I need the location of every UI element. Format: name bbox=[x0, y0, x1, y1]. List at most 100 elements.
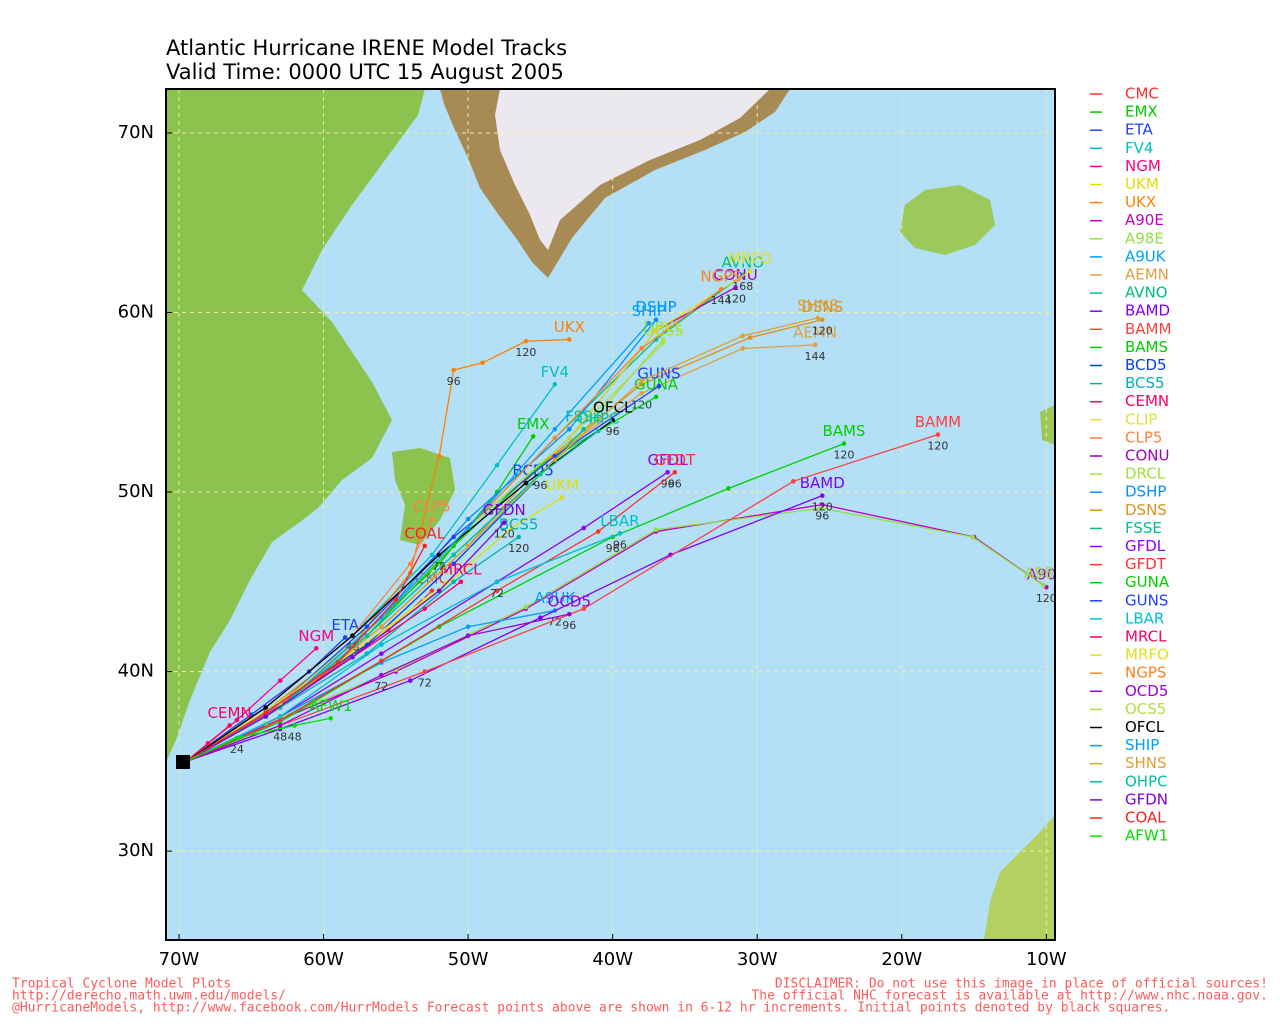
track-point bbox=[436, 453, 442, 459]
track-point bbox=[277, 717, 283, 723]
x-tick-label: 70W bbox=[159, 949, 200, 970]
track-point bbox=[234, 735, 240, 741]
legend-label: UKX bbox=[1125, 193, 1156, 211]
track-label: BAMM bbox=[915, 413, 961, 431]
track-point bbox=[595, 428, 601, 434]
track-point bbox=[422, 669, 428, 674]
track-point bbox=[595, 529, 601, 534]
track-label: OHPC bbox=[577, 410, 620, 428]
track-point bbox=[465, 543, 471, 549]
chart-title: Atlantic Hurricane IRENE Model Tracks bbox=[166, 36, 567, 60]
track-point bbox=[567, 337, 572, 342]
legend-label: FSSE bbox=[1125, 519, 1162, 537]
track-point bbox=[465, 525, 471, 531]
track-point bbox=[494, 462, 500, 468]
track-point bbox=[538, 471, 543, 477]
legend-label: A98E bbox=[1125, 229, 1164, 247]
track-label: NGPS bbox=[700, 268, 741, 286]
track-point bbox=[422, 606, 428, 612]
track-point bbox=[791, 478, 796, 484]
tracks: CMCEMXETAFV4NGMUKM96120UKX96120A90EA98E7… bbox=[176, 250, 1057, 769]
legend-label: FV4 bbox=[1125, 139, 1153, 157]
track-line bbox=[185, 442, 845, 762]
track-point bbox=[530, 434, 536, 439]
legend-label: DSNS bbox=[1125, 501, 1167, 519]
track-label: OCD5 bbox=[548, 593, 591, 611]
track-point bbox=[350, 633, 355, 638]
legend-label: CONU bbox=[1125, 447, 1169, 465]
iberia bbox=[1040, 405, 1055, 445]
track-point bbox=[379, 672, 384, 678]
track-label: AVNO bbox=[721, 253, 764, 271]
hour-label: 96 bbox=[447, 375, 461, 388]
hour-label: 120 bbox=[508, 542, 529, 555]
track-point bbox=[733, 285, 738, 290]
track-point bbox=[393, 597, 399, 603]
track-label: FV4 bbox=[541, 363, 569, 381]
hour-label: 120 bbox=[494, 528, 515, 541]
track-line bbox=[185, 471, 676, 762]
track-label: GFDT bbox=[654, 451, 696, 469]
hour-label: 120 bbox=[927, 440, 948, 453]
track-point bbox=[501, 520, 507, 525]
y-tick-label: 50N bbox=[118, 481, 154, 502]
hour-label: 72 bbox=[418, 677, 432, 690]
legend-label: BAMM bbox=[1125, 320, 1171, 338]
track-point bbox=[458, 579, 464, 585]
track-point bbox=[234, 717, 240, 723]
y-tick-label: 30N bbox=[118, 840, 154, 861]
track-point bbox=[465, 516, 471, 522]
legend-label: OCD5 bbox=[1125, 682, 1168, 700]
track-point bbox=[379, 642, 384, 647]
grid: 70W 60W 50W 40W 30W 20W 10W 30N 40N 50N 60N 70N bbox=[118, 89, 1067, 970]
track-point bbox=[379, 651, 384, 656]
track-point bbox=[335, 660, 341, 665]
footer-left: @HurricaneModels, http://www.facebook.co… bbox=[12, 1001, 1170, 1016]
track-label: CLP5 bbox=[413, 497, 450, 515]
greenland-ice bbox=[495, 89, 770, 250]
track-label: SHNS bbox=[797, 296, 839, 314]
legend-label: COAL bbox=[1125, 809, 1166, 827]
track-point bbox=[379, 624, 384, 630]
track-point bbox=[581, 525, 587, 531]
track-label: MRFO bbox=[728, 250, 772, 268]
track-label: AEMN bbox=[793, 323, 837, 341]
track-point bbox=[451, 367, 456, 373]
x-tick-label: 20W bbox=[881, 949, 922, 970]
legend-label: GFDN bbox=[1125, 790, 1168, 808]
track-label: LBAR bbox=[600, 512, 639, 530]
track-point bbox=[818, 505, 824, 511]
legend-label: OHPC bbox=[1125, 772, 1168, 790]
track-point bbox=[451, 552, 456, 558]
track-point bbox=[364, 633, 370, 638]
legend-label: CLP5 bbox=[1125, 428, 1162, 446]
hour-label: 144 bbox=[805, 350, 826, 363]
legend-label: BAMD bbox=[1125, 302, 1170, 320]
track-point bbox=[451, 534, 456, 540]
track-point bbox=[552, 382, 558, 387]
legend-label: BAMS bbox=[1125, 338, 1168, 356]
y-tick-label: 60N bbox=[118, 302, 154, 323]
hour-label: 48 bbox=[288, 730, 302, 743]
footer-right: DISCLAIMER: Do not use this image in pla… bbox=[775, 977, 1268, 992]
chart-subtitle: Valid Time: 0000 UTC 15 August 2005 bbox=[166, 60, 564, 84]
track-point bbox=[494, 588, 500, 594]
hour-label: 96 bbox=[613, 538, 627, 551]
legend-label: CEMN bbox=[1125, 392, 1169, 410]
hour-label: 24 bbox=[230, 743, 244, 756]
track-label: GFDL bbox=[648, 451, 689, 469]
track-point bbox=[429, 552, 435, 558]
track-point bbox=[1041, 583, 1046, 588]
legend-label: NGPS bbox=[1125, 664, 1166, 682]
x-tick-label: 10W bbox=[1026, 949, 1067, 970]
hour-label: 96 bbox=[668, 477, 682, 490]
track-point bbox=[465, 624, 471, 630]
legend-label: DSHP bbox=[1125, 483, 1166, 501]
hour-label: 120 bbox=[1036, 592, 1057, 605]
track-point bbox=[436, 588, 442, 594]
legend-label: GFDL bbox=[1125, 537, 1166, 555]
hour-label: 96 bbox=[533, 479, 547, 492]
track-point bbox=[263, 705, 269, 710]
track-point bbox=[653, 317, 659, 323]
